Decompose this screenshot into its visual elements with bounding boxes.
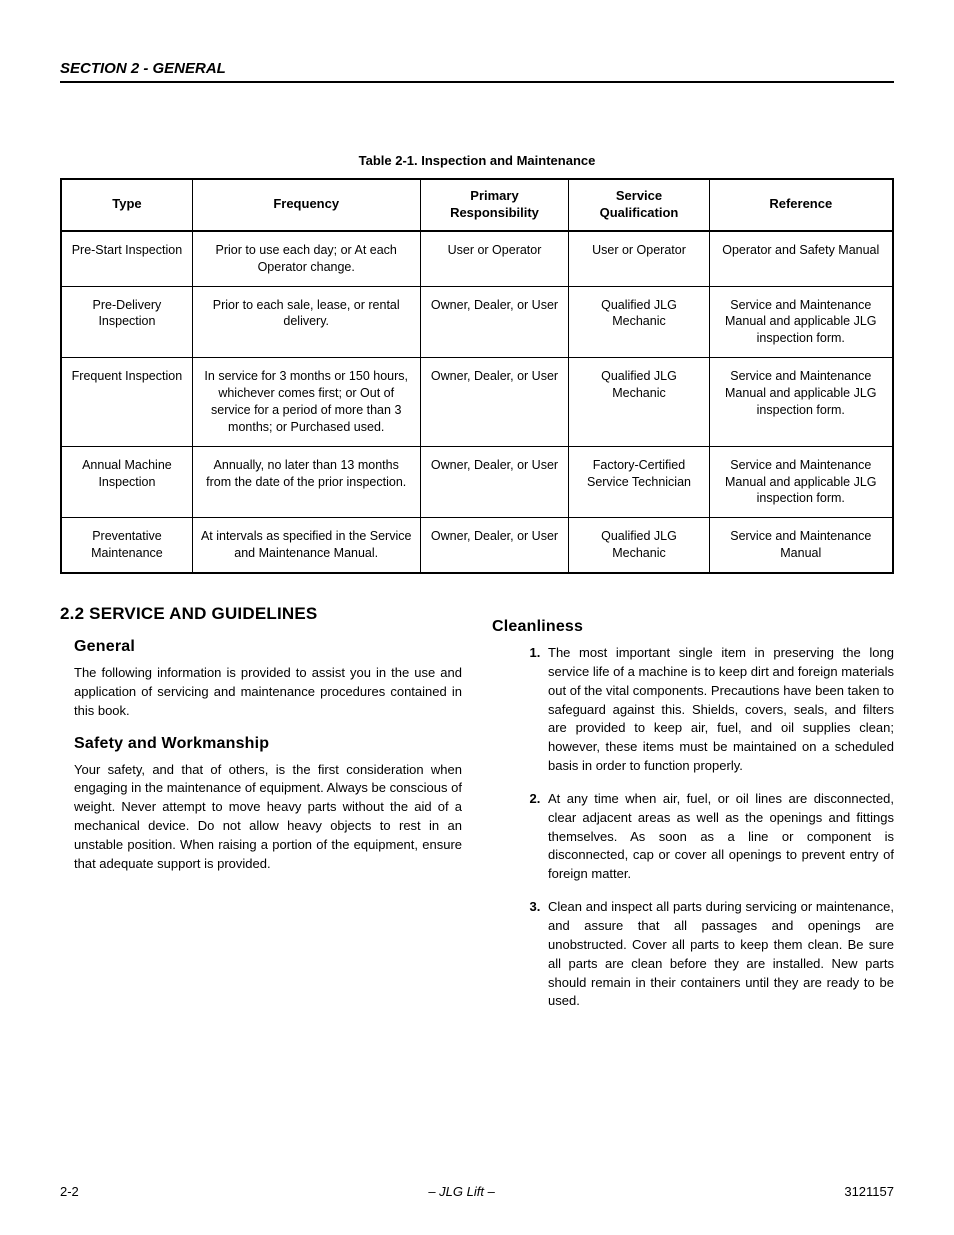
table-cell: At intervals as specified in the Service… — [192, 518, 420, 573]
table-cell: Service and Maintenance Manual — [709, 518, 893, 573]
table-cell: Service and Maintenance Manual and appli… — [709, 286, 893, 358]
table-row: Annual Machine InspectionAnnually, no la… — [61, 446, 893, 518]
table-cell: Pre-Delivery Inspection — [61, 286, 192, 358]
table-cell: User or Operator — [569, 231, 709, 286]
table-body: Pre-Start InspectionPrior to use each da… — [61, 231, 893, 573]
table-cell: Frequent Inspection — [61, 358, 192, 447]
general-body: The following information is provided to… — [74, 664, 462, 721]
table-cell: In service for 3 months or 150 hours, wh… — [192, 358, 420, 447]
table-cell: Owner, Dealer, or User — [420, 286, 569, 358]
list-item: At any time when air, fuel, or oil lines… — [544, 790, 894, 884]
table-header-row: Type Frequency Primary Responsibility Se… — [61, 179, 893, 231]
two-column-content: 2.2 SERVICE AND GUIDELINES General The f… — [60, 604, 894, 1025]
table-cell: Pre-Start Inspection — [61, 231, 192, 286]
safety-body: Your safety, and that of others, is the … — [74, 761, 462, 874]
table-row: Frequent InspectionIn service for 3 mont… — [61, 358, 893, 447]
table-cell: Owner, Dealer, or User — [420, 518, 569, 573]
cleanliness-list: The most important single item in preser… — [526, 644, 894, 1011]
table-cell: Qualified JLG Mechanic — [569, 518, 709, 573]
list-item: The most important single item in preser… — [544, 644, 894, 776]
table-cell: Annually, no later than 13 months from t… — [192, 446, 420, 518]
table-cell: Service and Maintenance Manual and appli… — [709, 446, 893, 518]
table-cell: Factory-Certified Service Technician — [569, 446, 709, 518]
footer-page-number: 2-2 — [60, 1184, 79, 1199]
table-header-cell: Service Qualification — [569, 179, 709, 231]
table-row: Pre-Start InspectionPrior to use each da… — [61, 231, 893, 286]
table-caption: Table 2-1. Inspection and Maintenance — [60, 153, 894, 168]
table-cell: Prior to use each day; or At each Operat… — [192, 231, 420, 286]
table-header-cell: Frequency — [192, 179, 420, 231]
general-heading: General — [74, 638, 462, 656]
safety-heading: Safety and Workmanship — [74, 735, 462, 753]
table-cell: Qualified JLG Mechanic — [569, 286, 709, 358]
list-item: Clean and inspect all parts during servi… — [544, 898, 894, 1011]
section-header: SECTION 2 - GENERAL — [60, 60, 894, 83]
table-cell: Operator and Safety Manual — [709, 231, 893, 286]
section-number-heading: 2.2 SERVICE AND GUIDELINES — [60, 604, 462, 624]
footer-center: – JLG Lift – — [428, 1184, 494, 1199]
table-cell: Qualified JLG Mechanic — [569, 358, 709, 447]
table-row: Preventative MaintenanceAt intervals as … — [61, 518, 893, 573]
inspection-table: Type Frequency Primary Responsibility Se… — [60, 178, 894, 574]
table-cell: Preventative Maintenance — [61, 518, 192, 573]
table-header-cell: Primary Responsibility — [420, 179, 569, 231]
table-header-cell: Type — [61, 179, 192, 231]
table-cell: Service and Maintenance Manual and appli… — [709, 358, 893, 447]
right-column: Cleanliness The most important single it… — [492, 604, 894, 1025]
table-cell: User or Operator — [420, 231, 569, 286]
page-footer: 2-2 – JLG Lift – 3121157 — [60, 1184, 894, 1199]
table-cell: Owner, Dealer, or User — [420, 446, 569, 518]
table-row: Pre-Delivery InspectionPrior to each sal… — [61, 286, 893, 358]
table-cell: Annual Machine Inspection — [61, 446, 192, 518]
table-cell: Prior to each sale, lease, or rental del… — [192, 286, 420, 358]
left-column: 2.2 SERVICE AND GUIDELINES General The f… — [60, 604, 462, 1025]
table-header-cell: Reference — [709, 179, 893, 231]
cleanliness-heading: Cleanliness — [492, 618, 894, 636]
table-cell: Owner, Dealer, or User — [420, 358, 569, 447]
footer-doc-number: 3121157 — [844, 1184, 894, 1199]
